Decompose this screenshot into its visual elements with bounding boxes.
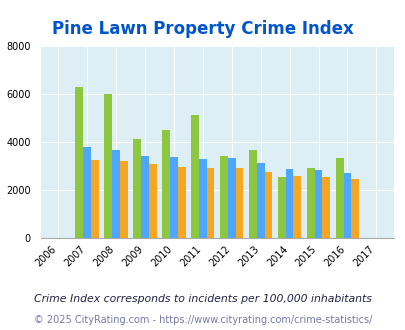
Bar [256, 163, 264, 238]
Bar [220, 156, 227, 238]
Bar [293, 176, 301, 238]
Bar [335, 158, 343, 238]
Bar [177, 167, 185, 238]
Bar [112, 149, 119, 238]
Legend: Pine Lawn, Missouri, National: Pine Lawn, Missouri, National [61, 328, 372, 330]
Bar [169, 157, 177, 238]
Bar [119, 161, 127, 238]
Bar [227, 158, 235, 238]
Bar [104, 94, 112, 238]
Bar [351, 179, 358, 238]
Bar [83, 147, 91, 238]
Text: © 2025 CityRating.com - https://www.cityrating.com/crime-statistics/: © 2025 CityRating.com - https://www.city… [34, 315, 371, 325]
Bar [314, 170, 322, 238]
Bar [343, 173, 351, 238]
Bar [322, 177, 329, 238]
Bar [235, 168, 243, 238]
Bar [75, 87, 83, 238]
Bar [190, 115, 198, 238]
Text: Crime Index corresponds to incidents per 100,000 inhabitants: Crime Index corresponds to incidents per… [34, 294, 371, 304]
Bar [91, 160, 98, 238]
Bar [198, 159, 206, 238]
Bar [285, 169, 293, 238]
Bar [133, 139, 141, 238]
Bar [248, 150, 256, 238]
Bar [162, 130, 169, 238]
Bar [206, 168, 214, 238]
Bar [148, 164, 156, 238]
Bar [141, 156, 148, 238]
Bar [264, 172, 272, 238]
Bar [306, 168, 314, 238]
Text: Pine Lawn Property Crime Index: Pine Lawn Property Crime Index [52, 20, 353, 38]
Bar [277, 177, 285, 238]
